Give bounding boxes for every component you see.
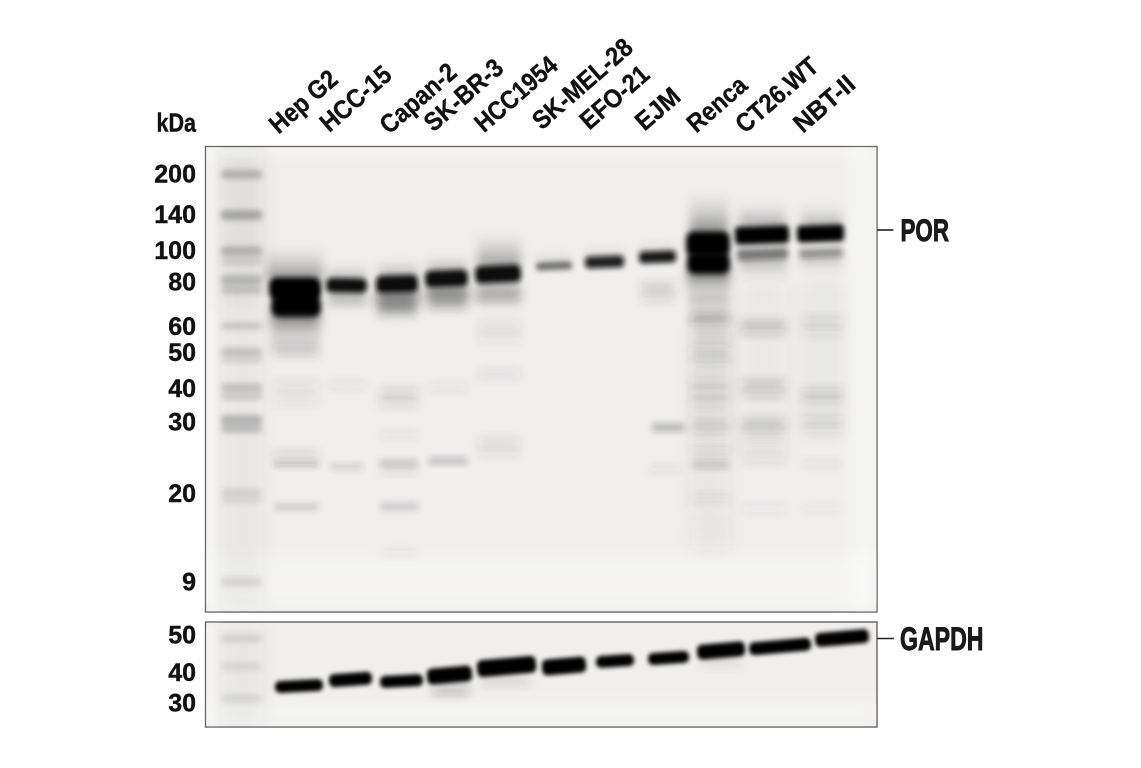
svg-text:9: 9	[182, 569, 196, 597]
svg-text:POR: POR	[901, 212, 950, 248]
svg-text:GAPDH: GAPDH	[900, 621, 984, 657]
svg-text:20: 20	[168, 480, 196, 508]
svg-text:30: 30	[168, 409, 196, 437]
svg-text:kDa: kDa	[157, 108, 197, 138]
svg-text:30: 30	[168, 689, 196, 717]
svg-text:80: 80	[168, 269, 196, 297]
svg-text:60: 60	[168, 313, 196, 341]
svg-text:200: 200	[154, 161, 196, 189]
svg-text:40: 40	[168, 659, 196, 687]
svg-text:100: 100	[154, 237, 196, 265]
svg-text:40: 40	[168, 375, 196, 403]
svg-text:140: 140	[154, 201, 196, 229]
svg-text:50: 50	[168, 339, 196, 367]
svg-text:50: 50	[168, 622, 196, 650]
